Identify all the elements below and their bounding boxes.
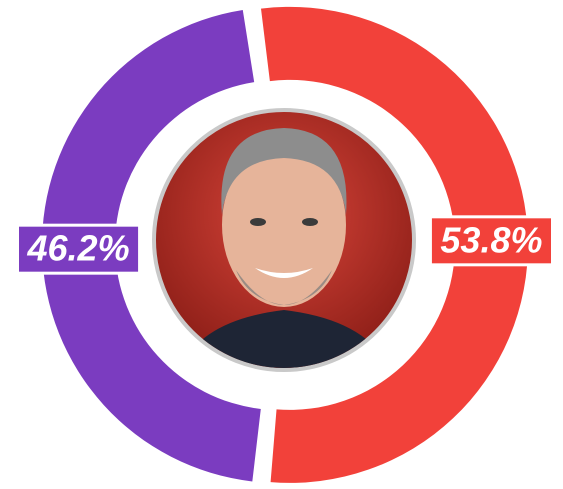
value-label: 53.8% [440, 219, 542, 260]
page: {"chart_data": {"type": "pie", "donut": … [0, 0, 563, 489]
value-label: 46.2% [27, 228, 130, 269]
center-photo [154, 110, 414, 370]
chart: 53.8% 46.2% [0, 0, 563, 489]
value-label-box: 46.2% [18, 225, 140, 273]
value-label-box: 53.8% [430, 217, 552, 265]
